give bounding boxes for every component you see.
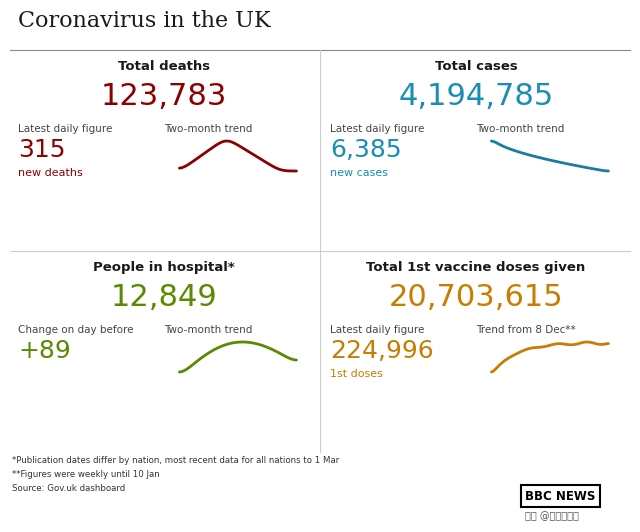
Text: Coronavirus in the UK: Coronavirus in the UK [18,10,271,32]
Text: Two-month trend: Two-month trend [164,124,252,134]
Text: new deaths: new deaths [18,168,83,178]
Text: 20,703,615: 20,703,615 [388,283,563,312]
Text: Total 1st vaccine doses given: Total 1st vaccine doses given [366,261,586,274]
Text: 4,194,785: 4,194,785 [398,82,554,111]
Text: BBC NEWS: BBC NEWS [525,489,595,503]
Text: Two-month trend: Two-month trend [164,325,252,335]
Text: 头条 @英国长颅鹿: 头条 @英国长颅鹿 [525,511,579,521]
Text: People in hospital*: People in hospital* [93,261,235,274]
Text: 224,996: 224,996 [330,339,434,363]
Text: Change on day before: Change on day before [18,325,134,335]
Text: 1st doses: 1st doses [330,369,383,379]
Text: Total deaths: Total deaths [118,60,210,73]
Text: 315: 315 [18,138,65,162]
Text: Two-month trend: Two-month trend [476,124,564,134]
Text: Source: Gov.uk dashboard: Source: Gov.uk dashboard [12,484,125,493]
Text: **Figures were weekly until 10 Jan: **Figures were weekly until 10 Jan [12,470,160,479]
Text: Trend from 8 Dec**: Trend from 8 Dec** [476,325,575,335]
Text: *Publication dates differ by nation, most recent data for all nations to 1 Mar: *Publication dates differ by nation, mos… [12,456,339,465]
Text: +89: +89 [18,339,71,363]
Text: Latest daily figure: Latest daily figure [18,124,113,134]
Text: new cases: new cases [330,168,388,178]
Text: 12,849: 12,849 [111,283,218,312]
Text: Total cases: Total cases [435,60,517,73]
Text: 6,385: 6,385 [330,138,402,162]
Text: Latest daily figure: Latest daily figure [330,124,424,134]
Text: Latest daily figure: Latest daily figure [330,325,424,335]
Text: 123,783: 123,783 [101,82,227,111]
